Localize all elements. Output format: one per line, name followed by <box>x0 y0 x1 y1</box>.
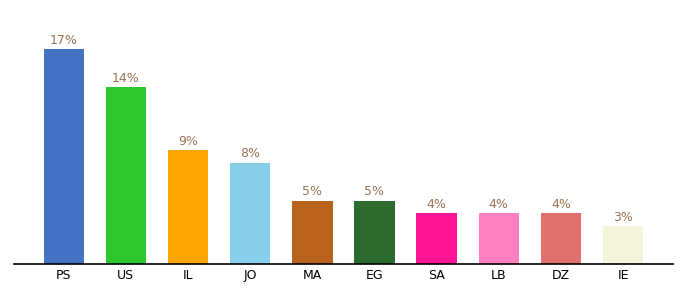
Bar <box>105 87 146 264</box>
Bar <box>416 214 457 264</box>
Bar <box>168 150 208 264</box>
Bar <box>292 201 333 264</box>
Text: 4%: 4% <box>426 198 447 211</box>
Bar <box>230 163 271 264</box>
Bar <box>354 201 394 264</box>
Text: 9%: 9% <box>178 135 198 148</box>
Bar <box>44 49 84 264</box>
Bar <box>479 214 519 264</box>
Text: 3%: 3% <box>613 211 633 224</box>
Text: 5%: 5% <box>303 185 322 198</box>
Text: 4%: 4% <box>551 198 571 211</box>
Bar <box>603 226 643 264</box>
Text: 8%: 8% <box>240 147 260 161</box>
Bar <box>541 214 581 264</box>
Text: 14%: 14% <box>112 72 140 85</box>
Text: 4%: 4% <box>489 198 509 211</box>
Text: 5%: 5% <box>364 185 384 198</box>
Text: 17%: 17% <box>50 34 78 47</box>
